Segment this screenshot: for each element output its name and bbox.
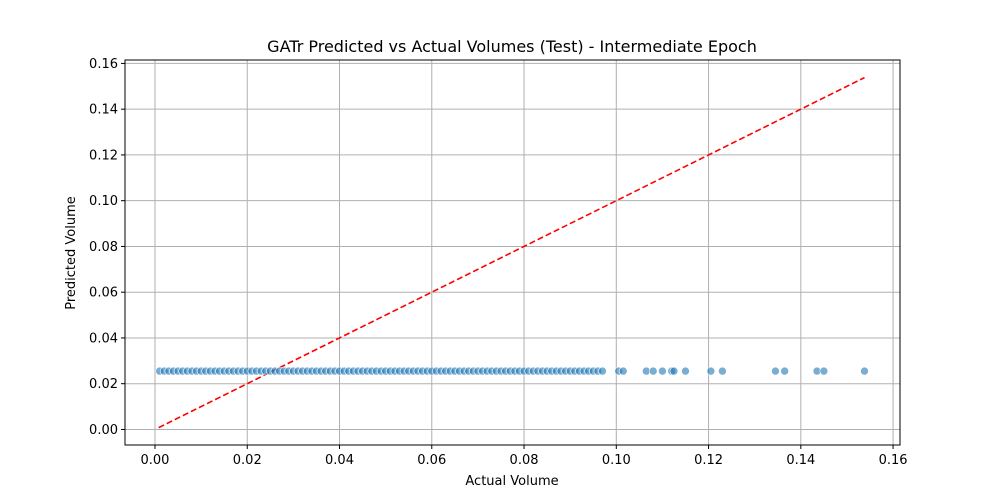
x-tick-label: 0.16 [879, 453, 908, 468]
y-tick-label: 0.00 [89, 423, 118, 438]
data-point [658, 366, 667, 376]
x-tick-label: 0.00 [141, 453, 170, 468]
y-tick-label: 0.04 [89, 331, 118, 346]
data-point [860, 366, 869, 376]
data-point [771, 366, 780, 376]
y-tick-label: 0.02 [89, 377, 118, 392]
data-point [618, 366, 628, 376]
data-point [706, 366, 716, 376]
x-tick-label: 0.02 [233, 453, 262, 468]
data-point [718, 366, 727, 376]
axis-ticks: 0.00 0.02 0.04 0.06 0.08 0.10 0.12 0.14 0.16 0.00… [89, 57, 908, 468]
y-tick-label: 0.06 [89, 286, 118, 301]
x-tick-label: 0.12 [694, 453, 723, 468]
x-axis-label: Actual Volume [465, 474, 558, 489]
x-tick-label: 0.08 [510, 453, 539, 468]
data-point [669, 366, 679, 376]
x-tick-label: 0.04 [325, 453, 354, 468]
chart-title: GATr Predicted vs Actual Volumes (Test) … [267, 37, 757, 56]
y-tick-label: 0.08 [89, 240, 118, 255]
grid [125, 60, 900, 445]
data-point [780, 366, 789, 376]
data-point [648, 366, 658, 376]
y-axis-label: Predicted Volume [64, 196, 79, 310]
x-tick-label: 0.14 [786, 453, 815, 468]
x-tick-label: 0.06 [417, 453, 446, 468]
data-point [598, 366, 607, 376]
x-tick-label: 0.10 [602, 453, 631, 468]
y-tick-label: 0.10 [89, 194, 118, 209]
data-point [819, 366, 829, 376]
y-tick-label: 0.12 [89, 148, 118, 163]
data-point [681, 366, 690, 376]
data-points [155, 366, 869, 376]
y-tick-label: 0.14 [89, 103, 118, 118]
plot-frame [124, 59, 901, 446]
y-tick-label: 0.16 [89, 57, 118, 72]
